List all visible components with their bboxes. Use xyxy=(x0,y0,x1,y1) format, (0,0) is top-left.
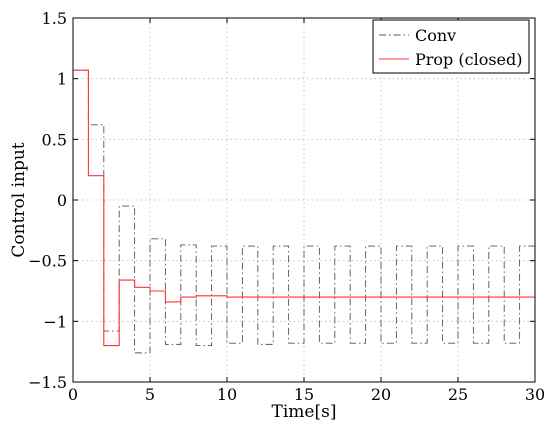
y-tick-label: −1 xyxy=(43,312,67,331)
x-tick-label: 5 xyxy=(145,385,155,404)
series-line-conv xyxy=(73,69,536,354)
series-line-prop-closed xyxy=(73,69,535,347)
y-tick-label: 0.5 xyxy=(42,130,67,149)
x-tick-label: 20 xyxy=(371,385,391,404)
x-axis-label: Time[s] xyxy=(272,402,337,422)
legend-box xyxy=(372,19,530,74)
y-tick-label: −1.5 xyxy=(28,373,67,392)
plot-series xyxy=(73,69,536,354)
x-tick-label: 0 xyxy=(68,385,78,404)
x-tick-label: 10 xyxy=(217,385,237,404)
y-tick-label: −0.5 xyxy=(28,252,67,271)
x-tick-label: 25 xyxy=(448,385,468,404)
y-tick-label: 1.5 xyxy=(42,9,67,28)
legend: Conv Prop (closed) xyxy=(372,19,530,74)
legend-label-prop-closed: Prop (closed) xyxy=(415,50,523,69)
legend-label-conv: Conv xyxy=(415,26,456,45)
y-tick-label: 0 xyxy=(57,191,67,210)
y-tick-label: 1 xyxy=(57,70,67,89)
x-tick-label: 15 xyxy=(294,385,314,404)
y-axis-label: Control input xyxy=(9,142,29,257)
x-tick-label: 30 xyxy=(525,385,545,404)
